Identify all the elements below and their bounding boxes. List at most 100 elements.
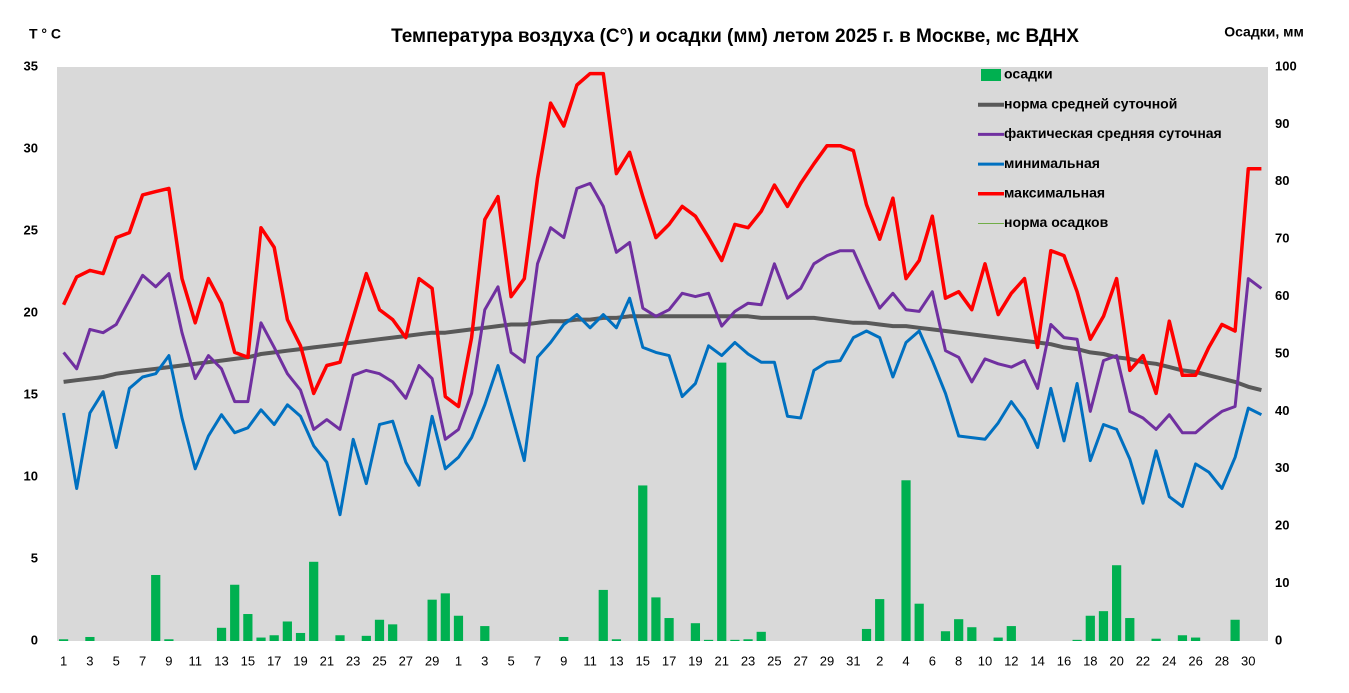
y-tick-label: 10 (24, 468, 38, 483)
bar (58, 639, 69, 641)
y2-tick-label: 40 (1275, 403, 1289, 418)
x-tick-label: 14 (1030, 653, 1044, 668)
bar (967, 627, 977, 641)
y2-tick-label: 0 (1275, 632, 1282, 647)
bar (216, 627, 227, 641)
x-tick-label: 26 (1188, 653, 1202, 668)
bar (164, 639, 174, 641)
legend-label: фактическая средняя суточная (1004, 125, 1222, 141)
line (63, 314, 1262, 393)
y-tick-label: 35 (24, 58, 38, 73)
x-tick-label: 5 (508, 653, 515, 668)
x-tick-label: 1 (455, 653, 462, 668)
bar (243, 614, 253, 641)
legend-label: максимальная (1004, 185, 1105, 201)
y-tick-label: 5 (31, 550, 38, 565)
bar (1006, 626, 1016, 641)
bar (230, 584, 240, 641)
bar (361, 635, 371, 641)
y2-tick-label: 80 (1275, 173, 1289, 188)
x-tick-label: 3 (481, 653, 488, 668)
bar (1072, 639, 1082, 641)
y2-tick-label: 20 (1275, 518, 1289, 533)
bar (598, 589, 608, 641)
bar (480, 626, 490, 641)
y2-axis-title: Осадки, мм (1224, 24, 1304, 40)
y2-tick-label: 60 (1275, 288, 1289, 303)
x-tick-label: 10 (978, 653, 992, 668)
bar (690, 623, 701, 641)
legend-label: осадки (1004, 66, 1053, 82)
y2-tick-label: 90 (1275, 116, 1289, 131)
bar (743, 639, 753, 641)
x-tick-label: 11 (188, 653, 202, 668)
bar (1177, 635, 1188, 641)
bar (703, 639, 714, 641)
legend-label: норма осадков (1004, 214, 1109, 230)
bar (1230, 619, 1240, 641)
x-tick-label: 15 (636, 653, 650, 668)
x-tick-label: 20 (1109, 653, 1123, 668)
bar (875, 599, 885, 641)
x-tick-label: 27 (399, 653, 413, 668)
bar (664, 618, 674, 641)
chart-title: Температура воздуха (С°) и осадки (мм) л… (391, 26, 1079, 47)
y2-tick-label: 30 (1275, 460, 1289, 475)
bar (427, 599, 437, 641)
bar (453, 615, 464, 641)
line (62, 296, 1263, 517)
x-tick-label: 13 (214, 653, 228, 668)
x-tick-label: 21 (320, 653, 334, 668)
bar (1190, 637, 1201, 641)
x-tick-label: 11 (583, 653, 597, 668)
x-tick-label: 19 (293, 653, 307, 668)
y-tick-label: 15 (24, 386, 38, 401)
bar (611, 639, 622, 641)
bar (954, 619, 964, 641)
bar (1085, 615, 1095, 641)
legend-label: минимальная (1004, 155, 1100, 171)
x-tick-label: 23 (346, 653, 360, 668)
bar (1112, 565, 1122, 641)
x-tick-label: 4 (902, 653, 909, 668)
x-tick-label: 17 (267, 653, 281, 668)
bar (651, 597, 661, 641)
bar (861, 628, 872, 641)
y-tick-label: 20 (24, 304, 38, 319)
y-tick-label: 25 (24, 222, 38, 237)
x-tick-label: 23 (741, 653, 755, 668)
x-tick-label: 6 (929, 653, 936, 668)
x-tick-label: 8 (955, 653, 962, 668)
x-tick-label: 7 (534, 653, 541, 668)
x-tick-label: 7 (139, 653, 146, 668)
bar (269, 635, 279, 641)
x-tick-label: 29 (820, 653, 834, 668)
x-tick-label: 15 (241, 653, 255, 668)
y2-tick-label: 10 (1275, 575, 1289, 590)
bar (914, 603, 924, 641)
bar (638, 485, 648, 641)
x-tick-label: 5 (113, 653, 120, 668)
x-tick-label: 24 (1162, 653, 1176, 668)
bar (335, 635, 345, 641)
x-tick-label: 9 (165, 653, 172, 668)
line (62, 181, 1263, 441)
y2-tick-label: 50 (1275, 345, 1289, 360)
bar (151, 574, 161, 641)
x-tick-label: 13 (609, 653, 623, 668)
y-axis-title: T ° C (29, 26, 61, 42)
legend-swatch (981, 69, 1001, 81)
bar (901, 480, 911, 641)
y2-tick-label: 70 (1275, 231, 1289, 246)
x-tick-label: 9 (560, 653, 567, 668)
line (62, 71, 1262, 409)
bar (295, 632, 306, 641)
x-tick-label: 17 (662, 653, 676, 668)
x-tick-label: 31 (846, 653, 860, 668)
bar (282, 621, 292, 641)
x-tick-label: 22 (1136, 653, 1150, 668)
x-tick-label: 25 (372, 653, 386, 668)
x-tick-label: 12 (1004, 653, 1018, 668)
x-tick-label: 16 (1057, 653, 1071, 668)
